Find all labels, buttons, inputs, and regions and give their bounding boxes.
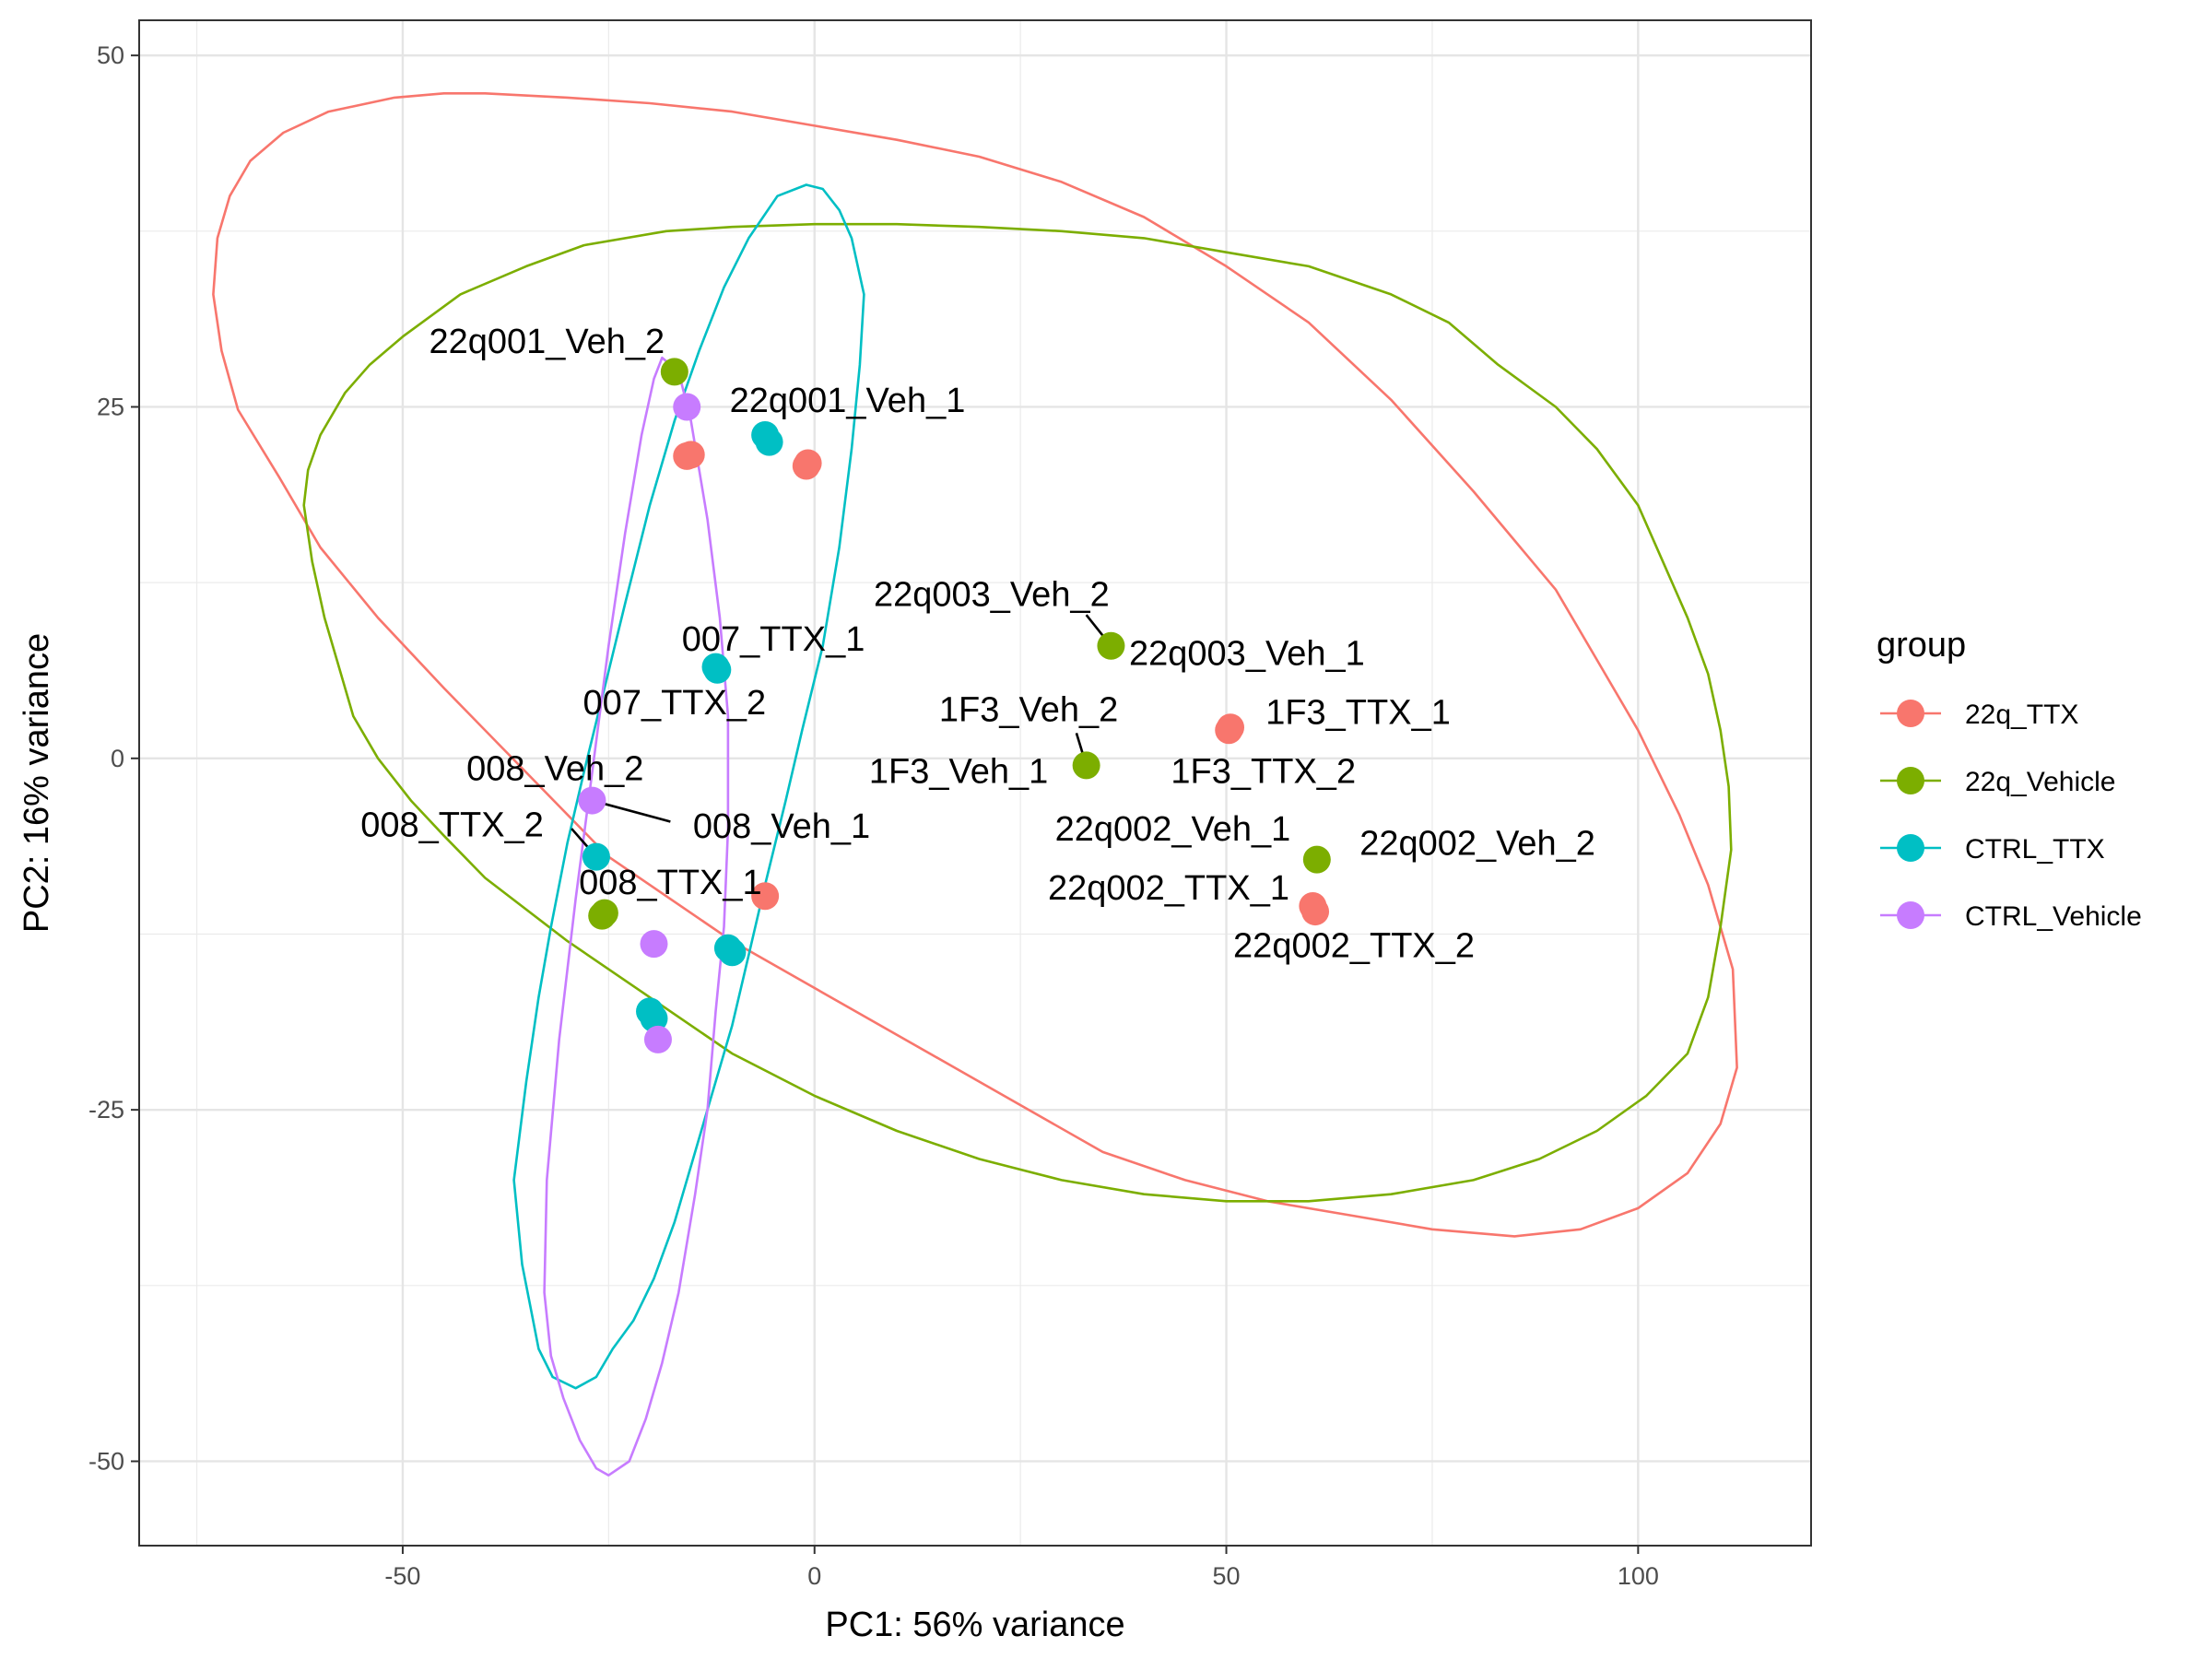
legend-key-point [1897,901,1924,929]
point-label: 22q002_TTX_1 [1048,869,1289,908]
y-tick-label: -50 [88,1447,124,1475]
y-axis-title: PC2: 16% variance [18,633,56,933]
point-22q_TTX [794,449,822,477]
y-tick-label: 0 [111,745,124,772]
point-label: 22q002_TTX_2 [1233,927,1475,966]
point-CTRL_Vehicle [673,393,701,421]
point-22q_Vehicle [1302,845,1331,874]
point-label: 007_TTX_1 [682,620,865,659]
ellipse-CTRL_Vehicle [543,356,730,1477]
points [578,358,1331,1053]
ellipse-22q_Vehicle [302,222,1733,1203]
grid [139,20,1811,1546]
point-CTRL_TTX [582,842,610,871]
point-label: 22q002_Veh_1 [1055,810,1291,849]
point-CTRL_Vehicle [640,930,668,959]
legend-label: CTRL_Vehicle [1965,901,2142,932]
point-label: 22q003_Veh_1 [1129,634,1365,673]
ellipse-CTRL_TTX [512,183,865,1390]
point-label: 22q001_Veh_1 [730,382,966,420]
point-label: 008_TTX_2 [360,806,544,844]
point-label: 1F3_Veh_1 [869,753,1048,792]
point-CTRL_TTX [640,1004,668,1032]
legend-key-point [1897,700,1924,727]
point-22q_Vehicle [660,358,688,386]
ellipse-22q_TTX [212,92,1738,1238]
point-CTRL_Vehicle [578,786,606,815]
point-CTRL_TTX [703,655,732,684]
legend-label: 22q_TTX [1965,700,2078,730]
point-CTRL_TTX [755,428,783,456]
y-tick-label: -25 [88,1096,124,1124]
plot-panel-border [138,19,1812,1547]
x-tick-label: 50 [1213,1562,1241,1590]
axes: -50 0 50 100 -50 -25 0 25 50 [88,41,1659,1590]
point-label: 008_Veh_2 [466,749,643,788]
point-22q_TTX [1217,713,1245,742]
point-22q_TTX [751,882,780,911]
x-tick-label: -50 [384,1562,420,1590]
x-axis-title: PC1: 56% variance [825,1606,1124,1644]
x-tick-label: 0 [807,1562,821,1590]
point-22q_Vehicle [1072,751,1100,780]
legend-label: 22q_Vehicle [1965,767,2115,797]
point-22q_Vehicle [588,901,617,930]
point-label: 1F3_TTX_1 [1265,693,1451,732]
legend-key-point [1897,834,1924,862]
y-tick-label: 25 [97,393,124,420]
legend: group 22q_TTX 22q_Vehicle CTRL_TTX CTRL_Veh… [1877,626,2142,932]
y-tick-label: 50 [97,41,124,69]
point-label: 22q002_Veh_2 [1359,824,1595,863]
point-label: 22q001_Veh_2 [429,323,665,361]
point-label: 1F3_TTX_2 [1171,753,1356,792]
point-label: 22q003_Veh_2 [874,575,1110,614]
x-tick-label: 100 [1618,1562,1659,1590]
point-22q_TTX [677,441,705,469]
point-label: 1F3_Veh_2 [939,690,1118,729]
legend-title: group [1877,626,1966,665]
point-label: 008_Veh_1 [693,807,870,846]
point-22q_Vehicle [1097,631,1125,660]
point-label: 007_TTX_2 [583,684,767,723]
point-22q_TTX [1301,898,1330,926]
legend-key-point [1897,767,1924,794]
point-labels: 22q001_Veh_2 22q001_Veh_1 22q003_Veh_2 22q0… [360,323,1595,966]
point-CTRL_TTX [718,938,747,967]
ellipses [212,92,1738,1477]
point-label: 008_TTX_1 [579,864,762,902]
point-CTRL_Vehicle [643,1025,672,1053]
legend-label: CTRL_TTX [1965,834,2105,865]
